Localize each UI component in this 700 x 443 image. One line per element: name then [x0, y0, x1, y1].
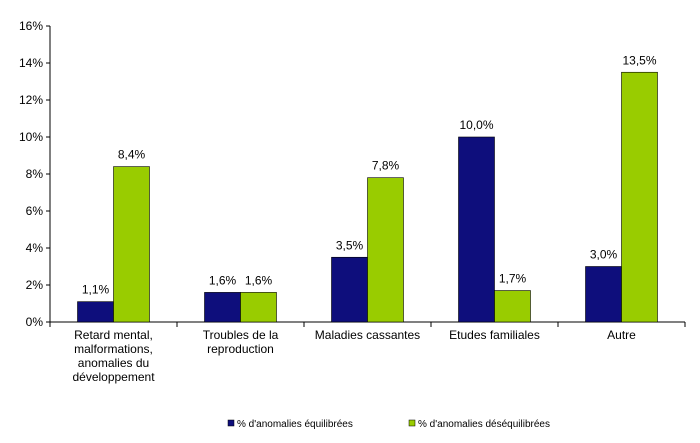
data-labels: 1,1% 1,6% 3,5% 10,0% 3,0% 8,4% 1,6% 7,8% 1,7% 13,…: [82, 53, 657, 296]
category-label: Autre: [607, 328, 636, 342]
y-tick-label: 2%: [26, 278, 44, 292]
data-label: 1,6%: [245, 273, 273, 287]
bar: [367, 177, 404, 323]
bar: [621, 71, 658, 323]
data-label: 3,0%: [590, 248, 618, 262]
data-label: 1,7%: [499, 272, 527, 286]
y-tick-label: 16%: [19, 19, 43, 33]
legend-swatch: [227, 419, 235, 427]
data-label: 7,8%: [372, 159, 400, 173]
y-tick-label: 12%: [19, 93, 43, 107]
y-tick-label: 6%: [26, 204, 44, 218]
bar: [204, 292, 241, 323]
category-label: Maladies cassantes: [315, 328, 420, 342]
legend: % d'anomalies équilibrées % d'anomalies d…: [227, 419, 550, 430]
bars: [77, 71, 658, 323]
category-label-line: Troubles de la: [203, 328, 279, 342]
category-label: Etudes familiales: [449, 328, 540, 342]
y-tick-label: 0%: [26, 315, 44, 329]
category-label-line: malformations,: [74, 342, 153, 356]
y-tick-label: 8%: [26, 167, 44, 181]
category-label-line: Autre: [607, 328, 636, 342]
category-label-line: Retard mental,: [74, 328, 153, 342]
data-label: 1,1%: [82, 283, 110, 297]
y-tick-label: 10%: [19, 130, 43, 144]
category-label: Retard mental, malformations, anomalies du…: [72, 328, 155, 384]
bar: [77, 301, 114, 323]
data-label: 8,4%: [118, 148, 146, 162]
category-label-line: anomalies du: [78, 356, 149, 370]
bar: [494, 290, 531, 323]
category-label-line: reproduction: [207, 342, 274, 356]
legend-swatch: [408, 419, 416, 427]
bar: [113, 166, 150, 323]
data-label: 13,5%: [622, 53, 656, 67]
bar: [458, 136, 495, 323]
y-tick-label: 14%: [19, 56, 43, 70]
category-label: Troubles de la reproduction: [203, 328, 279, 356]
y-tick-label: 4%: [26, 241, 44, 255]
data-label: 1,6%: [209, 273, 237, 287]
y-axis: 0% 2% 4% 6% 8% 10% 12% 14% 16%: [19, 19, 51, 329]
legend-label: % d'anomalies équilibrées: [237, 419, 353, 430]
legend-label: % d'anomalies déséquilibrées: [418, 419, 550, 430]
category-label-line: Maladies cassantes: [315, 328, 420, 342]
bar: [331, 256, 368, 323]
bar: [585, 266, 622, 323]
data-label: 3,5%: [336, 238, 364, 252]
x-axis: Retard mental, malformations, anomalies du…: [49, 321, 686, 384]
data-label: 10,0%: [459, 118, 493, 132]
bar: [240, 292, 277, 323]
category-label-line: développement: [72, 370, 155, 384]
category-label-line: Etudes familiales: [449, 328, 540, 342]
